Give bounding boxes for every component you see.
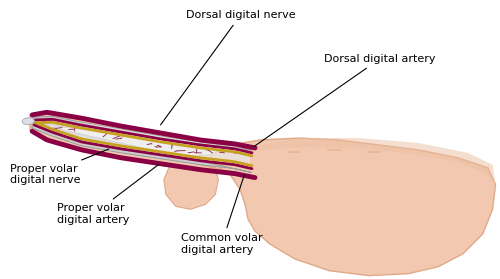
Polygon shape	[245, 138, 496, 184]
Text: Proper volar
digital artery: Proper volar digital artery	[57, 164, 158, 225]
Polygon shape	[164, 155, 218, 209]
Text: Dorsal digital artery: Dorsal digital artery	[254, 54, 436, 146]
Text: Dorsal digital nerve: Dorsal digital nerve	[160, 10, 296, 125]
Polygon shape	[34, 119, 250, 167]
Polygon shape	[27, 116, 252, 173]
Polygon shape	[24, 112, 255, 178]
Polygon shape	[210, 138, 496, 276]
Text: Common volar
digital artery: Common volar digital artery	[180, 175, 262, 255]
Ellipse shape	[22, 118, 34, 125]
Text: Proper volar
digital nerve: Proper volar digital nerve	[10, 149, 109, 186]
